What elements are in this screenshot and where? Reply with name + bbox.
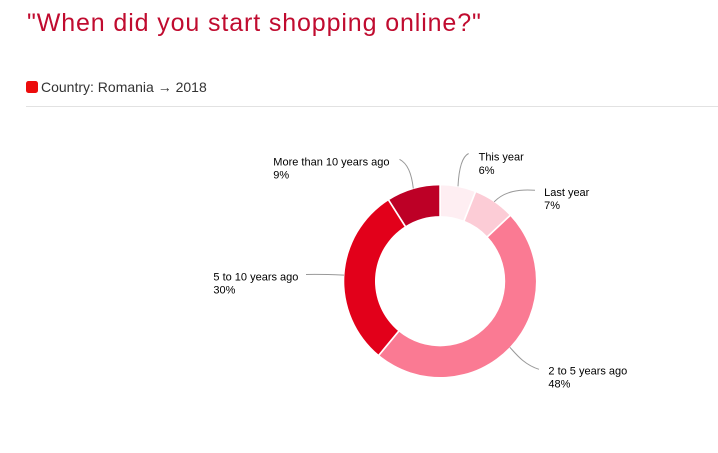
svg-text:This year: This year (479, 152, 525, 164)
svg-text:48%: 48% (548, 379, 570, 391)
svg-text:30%: 30% (213, 285, 235, 297)
svg-text:9%: 9% (273, 170, 289, 182)
svg-text:5 to 10 years ago: 5 to 10 years ago (213, 271, 298, 283)
svg-text:7%: 7% (544, 200, 560, 212)
svg-text:More than 10 years ago: More than 10 years ago (273, 157, 389, 169)
svg-text:2 to 5 years ago: 2 to 5 years ago (548, 365, 627, 377)
svg-text:6%: 6% (479, 165, 495, 177)
svg-text:Last year: Last year (544, 187, 590, 199)
